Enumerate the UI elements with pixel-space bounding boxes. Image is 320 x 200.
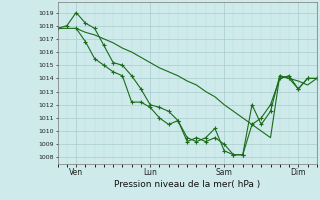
X-axis label: Pression niveau de la mer( hPa ): Pression niveau de la mer( hPa ) (114, 180, 260, 189)
